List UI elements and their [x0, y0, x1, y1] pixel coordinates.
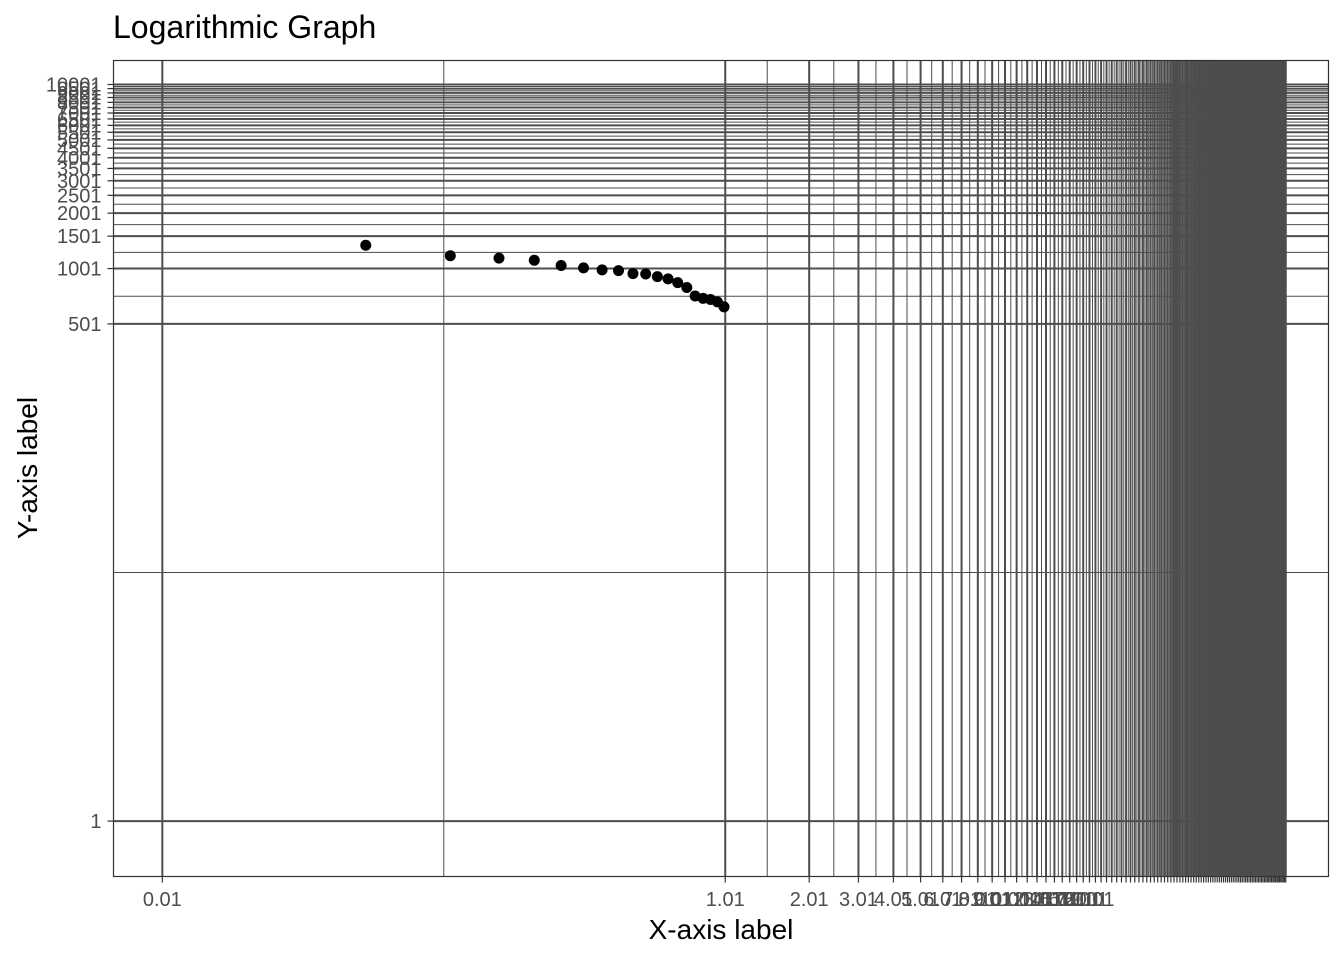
- x-tick-labels: 0.01 1.01 2.01 3.014.015.016.017.018.019.01…: [143, 876, 1287, 911]
- x-axis-title: X-axis label: [649, 914, 794, 945]
- data-point: [662, 273, 674, 285]
- x-tick-label: 15.01: [1029, 889, 1079, 911]
- data-point: [360, 239, 372, 251]
- y-tick-labels: 1501100115012001250130013501400145015001…: [46, 74, 114, 833]
- y-axis-title: Y-axis label: [12, 397, 43, 539]
- y-tick-label: 7001: [57, 103, 102, 125]
- data-point: [578, 262, 590, 274]
- x-tick-label: 3.01: [839, 889, 878, 911]
- y-tick-label: 1501: [57, 226, 102, 248]
- x-tick-label: 10.01: [980, 889, 1030, 911]
- x-tick-label: 1.01: [706, 889, 745, 911]
- x-tick-label: 0.01: [143, 889, 182, 911]
- x-tick-label: 7.01: [942, 889, 981, 911]
- x-tick-label: 5.01: [901, 889, 940, 911]
- x-tick-label: 6.01: [923, 889, 962, 911]
- y-tick-label: 4501: [57, 138, 102, 160]
- data-point: [681, 281, 693, 293]
- y-tick-label: 501: [68, 314, 101, 336]
- grid-layer: [113, 60, 1329, 877]
- x-tick-label: 12.01: [1002, 889, 1052, 911]
- x-tick-label: 19.01: [1058, 889, 1108, 911]
- x-tick-label: 9.01: [973, 889, 1012, 911]
- x-tick-label: 11.01: [992, 889, 1041, 911]
- x-tick-label: 2.01: [790, 889, 829, 911]
- x-tick-label: 14.01: [1021, 889, 1071, 911]
- y-tick-label: 2001: [57, 203, 102, 225]
- data-point: [444, 250, 456, 262]
- y-tick-label: 5001: [57, 130, 102, 152]
- data-point: [493, 252, 505, 264]
- chart-title: Logarithmic Graph: [113, 9, 376, 45]
- data-point: [596, 264, 608, 276]
- data-point: [672, 277, 684, 289]
- data-point: [613, 265, 625, 277]
- y-tick-label: 6501: [57, 109, 102, 131]
- y-tick-label: 7501: [57, 97, 102, 119]
- x-tick-label: 16.01: [1037, 889, 1087, 911]
- y-tick-label: 6001: [57, 115, 102, 137]
- data-point: [651, 271, 663, 283]
- y-tick-label: 10001: [46, 74, 102, 96]
- y-tick-label: 1001: [57, 259, 102, 281]
- x-tick-label: 4.01: [874, 889, 913, 911]
- y-tick-label: 3001: [57, 171, 102, 193]
- y-tick-label: 3501: [57, 158, 102, 180]
- y-tick-label: 5501: [57, 122, 102, 144]
- data-point: [627, 268, 639, 280]
- data-point: [640, 268, 652, 280]
- y-tick-label: 4001: [57, 148, 102, 170]
- x-tick-label: 8.01: [958, 889, 997, 911]
- y-tick-label: 2501: [57, 185, 102, 207]
- y-tick-label: 8001: [57, 92, 102, 114]
- y-tick-label: 1: [90, 811, 101, 833]
- data-points: [360, 239, 730, 313]
- data-point: [555, 260, 567, 272]
- x-tick-label: 18.01: [1052, 889, 1102, 911]
- y-tick-label: 9501: [57, 79, 102, 101]
- y-tick-label: 8501: [57, 87, 102, 109]
- plot-panel-border: [112, 59, 1330, 878]
- x-tick-label: 13.01: [1012, 889, 1062, 911]
- data-point: [718, 301, 730, 313]
- x-tick-label: 17.01: [1045, 889, 1095, 911]
- y-tick-label: 9001: [57, 83, 102, 105]
- data-point: [528, 254, 540, 266]
- x-tick-label: 20.01: [1064, 889, 1114, 911]
